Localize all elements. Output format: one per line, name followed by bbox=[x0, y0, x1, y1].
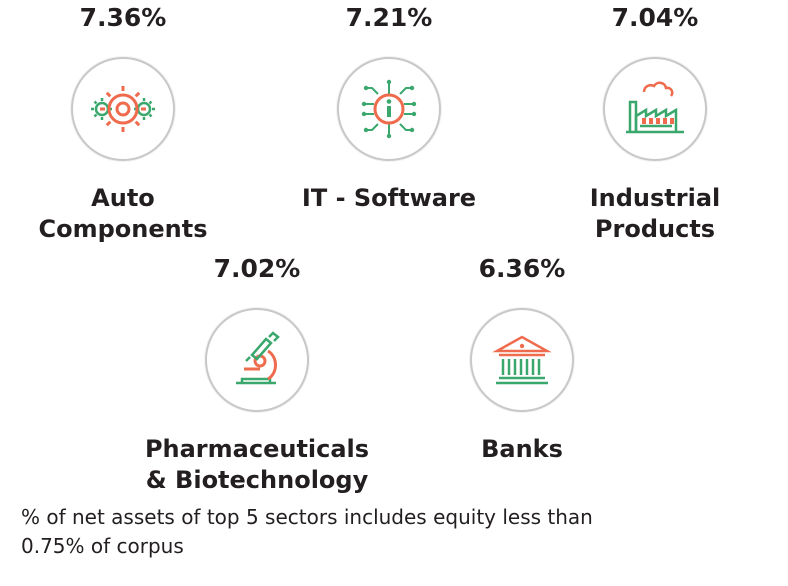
sector-percent: 7.02% bbox=[213, 254, 301, 283]
sector-icon-ring bbox=[337, 57, 441, 161]
sector-name-line1: Industrial bbox=[589, 184, 721, 212]
sector-name-line2: Components bbox=[38, 215, 208, 243]
sector-name-line1: IT - Software bbox=[301, 184, 477, 212]
footnote-line1: % of net assets of top 5 sectors include… bbox=[21, 505, 593, 529]
circuit-chip-icon bbox=[361, 79, 417, 139]
sector-icon-ring bbox=[71, 57, 175, 161]
sector-name: Banks bbox=[481, 434, 563, 465]
sector-name-line2: Products bbox=[594, 215, 716, 243]
bank-building-icon bbox=[492, 335, 552, 385]
sector-pharmaceuticals-biotechnology: 7.02% Pharmaceuticals & Biotechnology bbox=[145, 254, 369, 496]
sector-industrial-products: 7.04% Industrial Pro bbox=[545, 3, 765, 245]
sector-name-line1: Banks bbox=[481, 435, 563, 463]
sector-name: Industrial Products bbox=[590, 183, 721, 245]
sector-name: Auto Components bbox=[39, 183, 208, 245]
sector-icon-ring bbox=[205, 308, 309, 412]
sector-auto-components: 7.36% Auto Components bbox=[13, 3, 233, 245]
microscope-icon bbox=[236, 331, 280, 385]
sector-it-software: 7.21% bbox=[279, 3, 499, 214]
sector-name-line1: Auto bbox=[91, 184, 155, 212]
sector-percent: 6.36% bbox=[478, 254, 566, 283]
footnote-line2: 0.75% of corpus bbox=[21, 534, 184, 558]
gears-icon bbox=[91, 86, 155, 132]
sector-icon-ring bbox=[470, 308, 574, 412]
sector-name-line2: & Biotechnology bbox=[145, 466, 369, 494]
sector-percent: 7.21% bbox=[345, 3, 433, 32]
factory-icon bbox=[626, 81, 684, 134]
sector-icon-ring bbox=[603, 57, 707, 161]
sector-banks: 6.36% Banks bbox=[412, 254, 632, 465]
sector-name: IT - Software bbox=[302, 183, 476, 214]
sector-percent: 7.36% bbox=[79, 3, 167, 32]
sector-percent: 7.04% bbox=[611, 3, 699, 32]
footnote: % of net assets of top 5 sectors include… bbox=[21, 503, 761, 561]
sector-name: Pharmaceuticals & Biotechnology bbox=[145, 434, 369, 496]
sector-name-line1: Pharmaceuticals bbox=[144, 435, 370, 463]
